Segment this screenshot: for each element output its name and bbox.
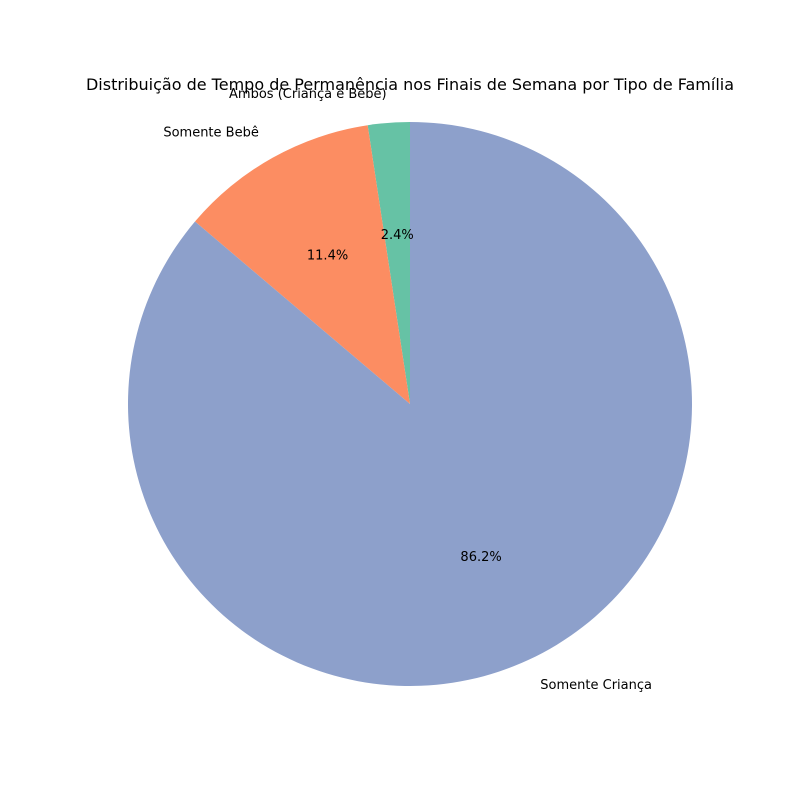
pie-pct-label-somente-bebe: 11.4% xyxy=(307,249,348,264)
pie-pct-label-ambos-crianca-e-bebe: 2.4% xyxy=(381,228,414,243)
pie-category-label-somente-bebe: Somente Bebê xyxy=(163,126,259,141)
pie-category-label-somente-crianca: Somente Criança xyxy=(540,678,652,693)
pie-slice-somente-crianca xyxy=(127,122,692,686)
pie-category-label-ambos-crianca-e-bebe: Ambos (Criança e Bebê) xyxy=(229,87,387,102)
pie-pct-label-somente-crianca: 86.2% xyxy=(460,550,501,565)
pie-slice-somente-bebe xyxy=(194,125,410,405)
chart-title: Distribuição de Tempo de Permanência nos… xyxy=(86,75,734,94)
pie-slices xyxy=(127,122,692,686)
pie-labels: 2.4% Ambos (Criança e Bebê) 11.4% Somente B… xyxy=(163,87,652,693)
pie-slice-ambos-crianca-e-bebe xyxy=(367,122,410,404)
